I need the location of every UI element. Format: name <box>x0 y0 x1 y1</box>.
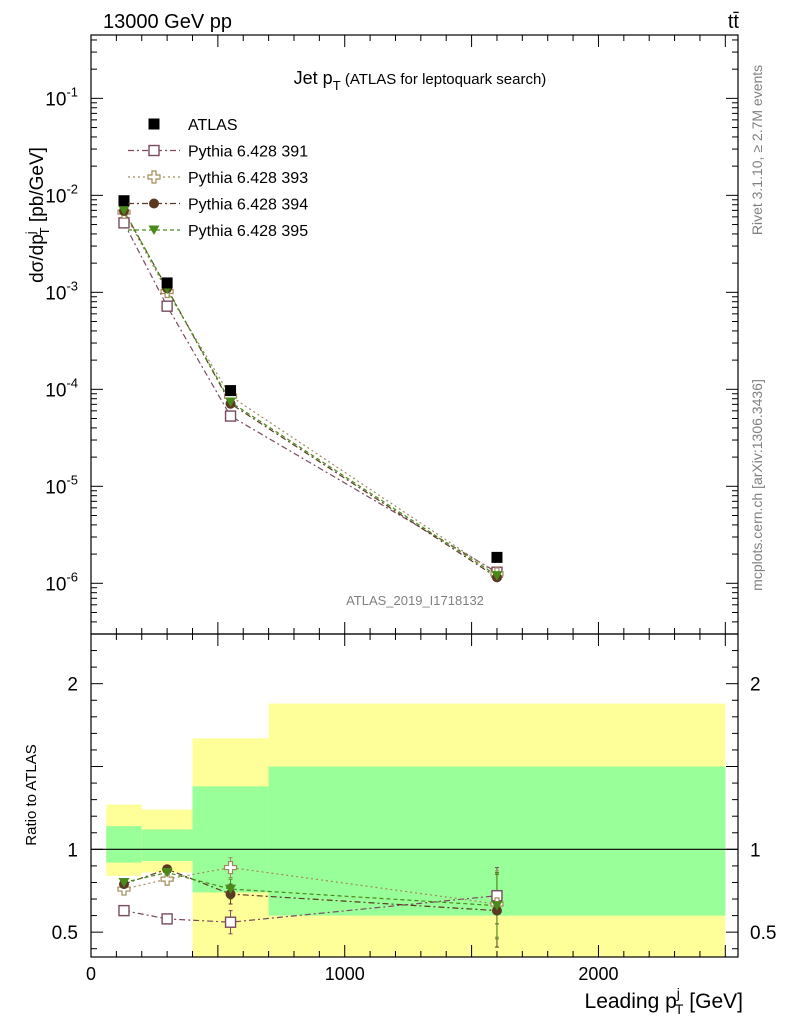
series-point-ratio-3 <box>491 901 503 911</box>
x-tick-label: 1000 <box>325 964 365 984</box>
series-point-ratio-0 <box>161 913 173 925</box>
marker-shape <box>491 901 503 911</box>
legend-marker-3 <box>148 225 160 235</box>
marker-shape <box>148 118 160 130</box>
marker-shape <box>147 170 161 184</box>
series-line-top-0 <box>123 222 498 573</box>
series-point-top-3 <box>118 205 130 216</box>
plot-title: Jet pT (ATLAS for leptoquark search) <box>294 68 547 93</box>
band-inner-1 <box>141 829 193 861</box>
legend-label-2: Pythia 6.428 394 <box>188 197 308 214</box>
marker-shape <box>225 385 237 397</box>
series-line-ratio-1 <box>123 866 498 905</box>
atlas-data-point <box>118 195 130 207</box>
y-axis-label: dσ/dpjT [pb/GeV] <box>23 147 52 283</box>
data-markers <box>117 195 504 928</box>
legend-label-1: Pythia 6.428 393 <box>188 170 308 187</box>
legend-marker-1 <box>147 170 161 184</box>
marker-shape <box>118 205 130 216</box>
marker-shape <box>491 551 503 563</box>
series-point-ratio-0 <box>118 904 130 917</box>
rivet-label: Rivet 3.1.10, ≥ 2.7M events <box>749 65 765 235</box>
y-tick-label: 10-1 <box>45 84 78 110</box>
ratio-axis-label: Ratio to ATLAS <box>23 744 40 845</box>
atlas-data-point <box>225 385 237 397</box>
series-point-top-0 <box>118 217 130 229</box>
marker-shape <box>148 144 160 157</box>
series-line-ratio-3 <box>123 871 497 907</box>
legend-label-atlas: ATLAS <box>188 117 238 134</box>
series-line-top-1 <box>123 211 498 575</box>
band-inner-0 <box>106 826 142 863</box>
atlas-data-point <box>161 277 173 289</box>
series-point-ratio-3 <box>161 868 173 878</box>
legend-label-3: Pythia 6.428 395 <box>188 223 308 240</box>
uncertainty-bands <box>91 703 738 957</box>
legend-marker-atlas <box>148 118 160 130</box>
y-tick-label: 10-6 <box>45 569 78 595</box>
y-tick-label: 10-2 <box>45 181 78 207</box>
series-point-top-3 <box>225 397 237 407</box>
mcplots-label: mcplots.cern.ch [arXiv:1306.3436] <box>749 379 765 591</box>
marker-shape <box>161 868 173 878</box>
ratio-tick-label: 2 <box>750 675 761 696</box>
marker-shape <box>161 913 173 925</box>
series-point-top-3 <box>491 571 503 581</box>
marker-shape <box>224 916 237 928</box>
ratio-tick-label: 0.5 <box>52 923 78 944</box>
marker-shape <box>118 195 130 207</box>
y-tick-label: 10-5 <box>45 472 78 498</box>
series-line-top-2 <box>123 210 498 578</box>
ratio-frame <box>90 633 739 958</box>
x-tick-label: 2000 <box>578 964 618 984</box>
marker-shape <box>161 277 173 289</box>
header-energy: 13000 GeV pp <box>103 11 232 33</box>
x-tick-label: 0 <box>86 964 96 984</box>
marker-shape <box>224 410 237 422</box>
marker-shape <box>118 877 130 888</box>
header-process: tt̄ <box>728 11 740 33</box>
marker-shape <box>160 872 174 886</box>
series-point-ratio-3 <box>225 884 237 895</box>
y-tick-label: 10-3 <box>45 278 78 304</box>
marker-shape <box>118 217 130 229</box>
ratio-tick-label: 0.5 <box>750 923 776 944</box>
series-point-ratio-1 <box>160 872 174 886</box>
series-point-top-0 <box>161 300 173 312</box>
series-line-top-3 <box>123 210 498 577</box>
series-point-ratio-3 <box>118 877 130 888</box>
analysis-label: ATLAS_2019_I1718132 <box>346 593 484 608</box>
x-axis-label: Leading pj T [GeV] <box>585 985 743 1017</box>
series-line-ratio-2 <box>123 868 497 912</box>
legend-marker-0 <box>148 144 160 157</box>
legend: ATLAS Pythia 6.428 391 Pythia 6.428 393 Pyt… <box>128 117 308 240</box>
ratio-tick-label: 1 <box>67 840 78 861</box>
plot-frames <box>90 34 739 958</box>
marker-shape <box>223 860 238 875</box>
marker-shape <box>225 397 237 407</box>
y-tick-label: 10-4 <box>45 375 78 401</box>
ratio-tick-label: 2 <box>67 675 78 696</box>
legend-marker-2 <box>149 198 159 209</box>
atlas-data-point <box>491 551 503 563</box>
series-point-ratio-1 <box>223 860 238 875</box>
marker-shape <box>118 904 130 917</box>
marker-shape <box>225 884 237 895</box>
ratio-tick-label: 1 <box>750 840 761 861</box>
series-lines <box>121 210 499 948</box>
marker-shape <box>161 300 173 312</box>
series-line-ratio-0 <box>123 895 498 923</box>
marker-shape <box>491 571 503 581</box>
marker-shape <box>149 198 159 209</box>
marker-shape <box>148 225 160 235</box>
legend-label-0: Pythia 6.428 391 <box>188 144 308 161</box>
series-point-top-0 <box>224 410 237 422</box>
series-point-ratio-0 <box>224 916 237 928</box>
